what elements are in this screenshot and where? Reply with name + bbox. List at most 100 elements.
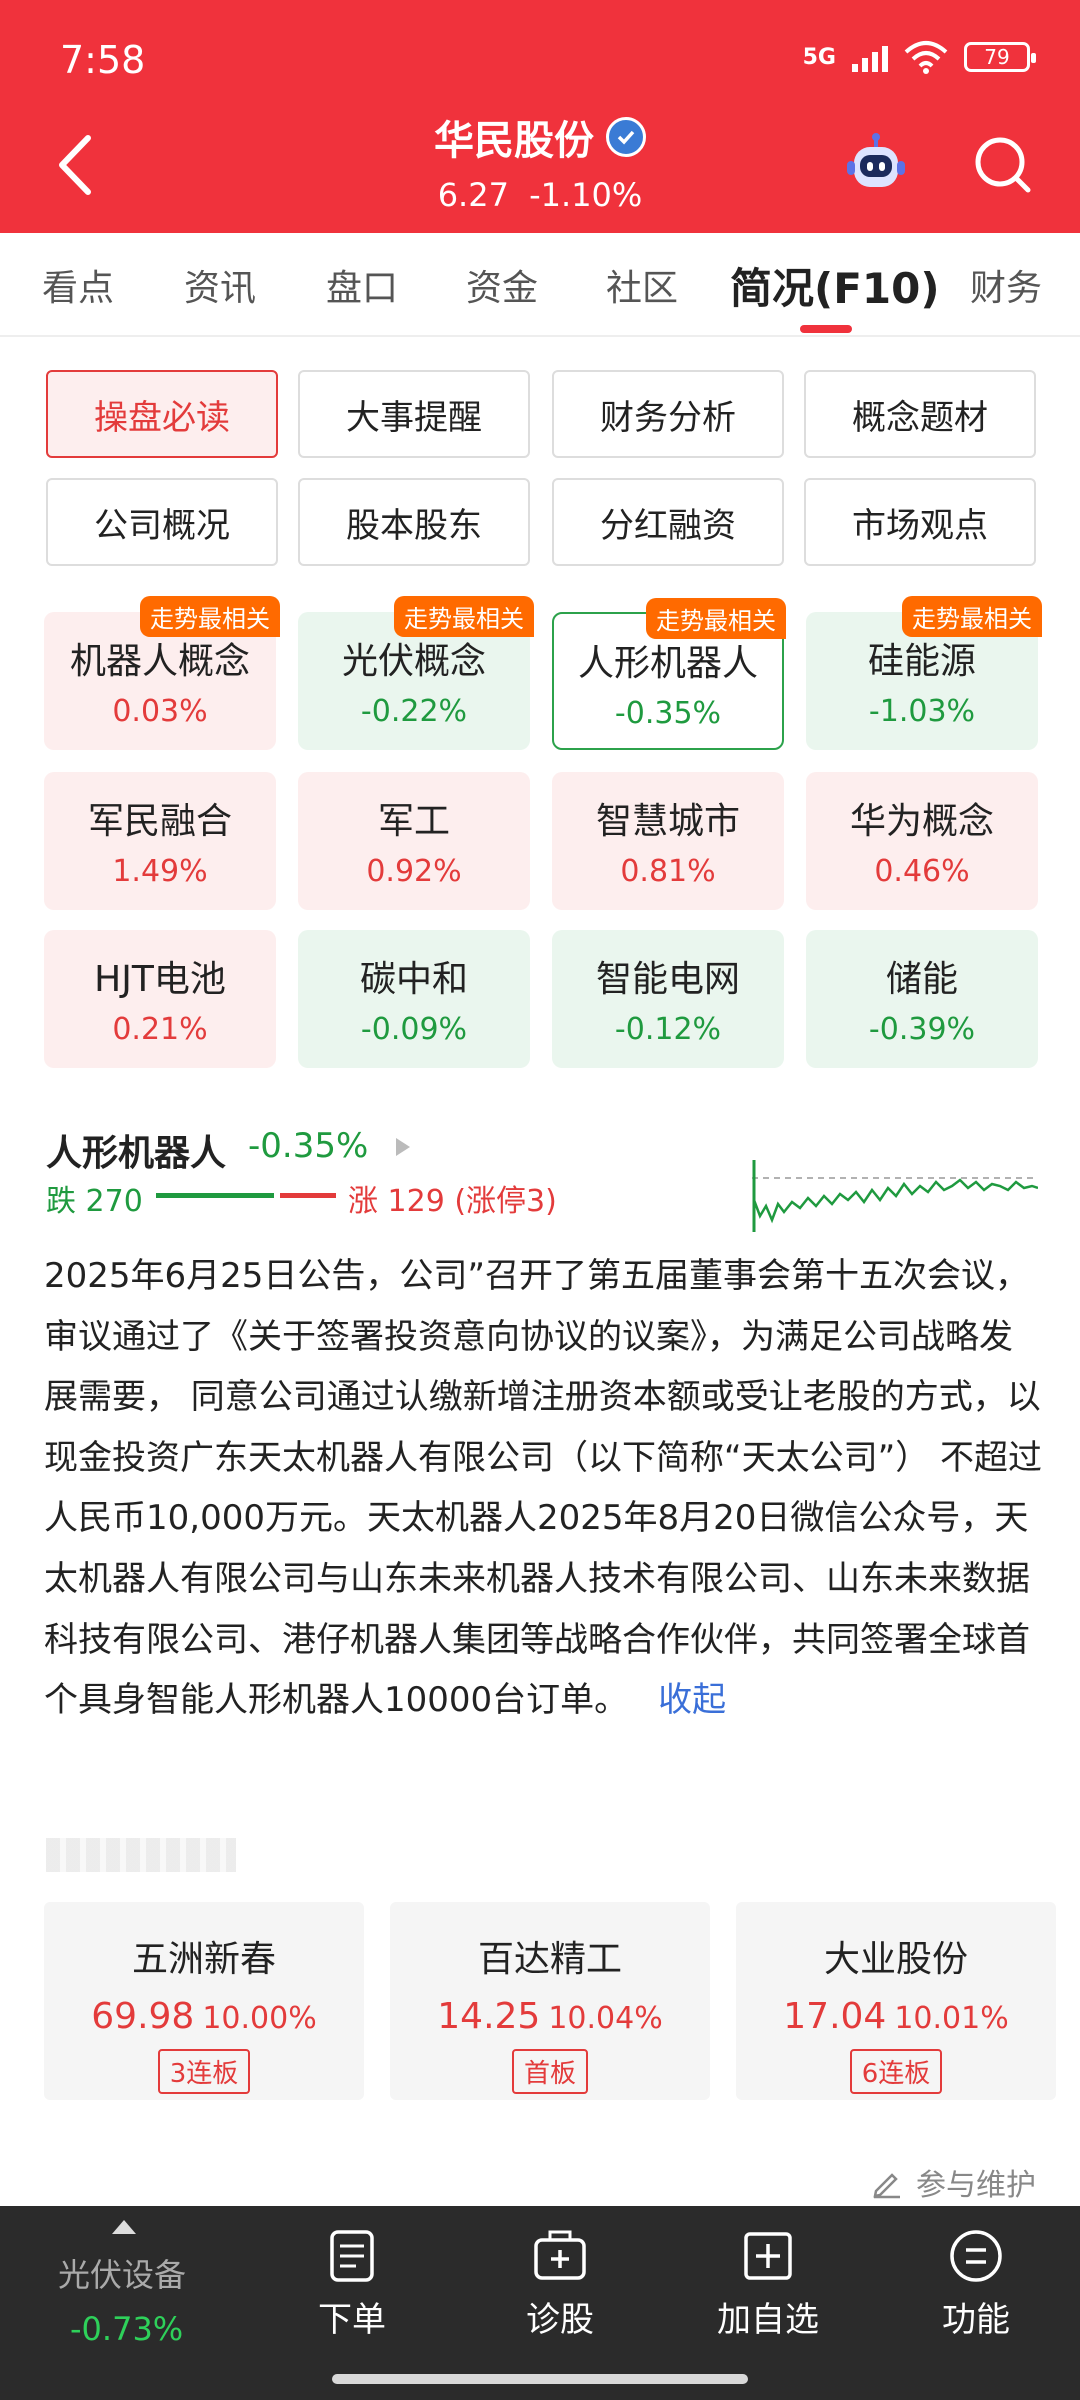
concept-card[interactable]: 储能 -0.39% bbox=[806, 930, 1038, 1068]
robot-assistant-icon[interactable] bbox=[840, 133, 912, 199]
menu-icon bbox=[950, 2230, 1002, 2282]
leader-price: 14.25 bbox=[437, 1996, 541, 2037]
concept-sparkline bbox=[752, 1160, 1038, 1232]
leader-quote: 69.98 10.00% bbox=[44, 1996, 364, 2037]
pill-concepts[interactable]: 概念题材 bbox=[804, 370, 1036, 458]
concept-pct: 0.92% bbox=[366, 854, 462, 889]
concept-card[interactable]: 智能电网 -0.12% bbox=[552, 930, 784, 1068]
status-time: 7:58 bbox=[60, 38, 146, 82]
blurred-label bbox=[46, 1838, 236, 1872]
description-text: 2025年6月25日公告，公司”召开了第五届董事会第十五次会议， 审议通过了《关… bbox=[44, 1256, 1043, 1721]
search-icon[interactable] bbox=[970, 132, 1034, 196]
pill-trading-must-read[interactable]: 操盘必读 bbox=[46, 370, 278, 458]
concept-name: 碳中和 bbox=[359, 959, 468, 1000]
concept-card[interactable]: 碳中和 -0.09% bbox=[298, 930, 530, 1068]
leader-price: 69.98 bbox=[91, 1996, 195, 2037]
maintain-link[interactable]: 参与维护 bbox=[870, 2160, 1036, 2204]
concept-pct: -0.35% bbox=[614, 696, 722, 731]
pill-dividends[interactable]: 分红融资 bbox=[552, 478, 784, 566]
order-icon bbox=[330, 2230, 374, 2282]
concept-badge: 走势最相关 bbox=[394, 596, 534, 637]
leader-name: 五洲新春 bbox=[131, 1939, 276, 1980]
concept-name: 储能 bbox=[885, 959, 958, 1000]
concept-badge: 走势最相关 bbox=[646, 598, 786, 639]
leader-quote: 17.04 10.01% bbox=[736, 1996, 1056, 2037]
concept-card[interactable]: 走势最相关 硅能源 -1.03% bbox=[806, 596, 1042, 750]
tab-kandian[interactable]: 看点 bbox=[42, 268, 115, 309]
leader-tag: 3连板 bbox=[157, 2049, 251, 2094]
tab-news[interactable]: 资讯 bbox=[184, 268, 257, 309]
battery-icon: 79 bbox=[964, 42, 1036, 72]
tab-community[interactable]: 社区 bbox=[606, 268, 679, 309]
leader-tag: 6连板 bbox=[849, 2049, 943, 2094]
home-indicator[interactable] bbox=[332, 2374, 748, 2384]
concept-card[interactable]: 军民融合 1.49% bbox=[44, 772, 276, 910]
concept-card[interactable]: 军工 0.92% bbox=[298, 772, 530, 910]
concept-badge: 走势最相关 bbox=[140, 596, 280, 637]
order-button[interactable]: 下单 bbox=[272, 2228, 432, 2341]
app-header: 7:58 5G 79 华民股份 6.27 -1.10% bbox=[0, 0, 1080, 233]
back-icon[interactable] bbox=[48, 130, 108, 200]
verified-icon bbox=[606, 117, 646, 157]
concept-pct: -1.03% bbox=[868, 694, 976, 729]
network-label: 5G bbox=[802, 44, 836, 70]
concept-pct: 0.81% bbox=[620, 854, 716, 889]
stock-title: 华民股份 6.27 -1.10% bbox=[0, 108, 1080, 214]
active-tab-indicator bbox=[800, 325, 852, 333]
leader-quote: 14.25 10.04% bbox=[390, 1996, 710, 2037]
concept-name: HJT电池 bbox=[94, 959, 226, 1000]
tab-funds[interactable]: 资金 bbox=[466, 268, 539, 309]
concept-name: 军民融合 bbox=[87, 801, 232, 842]
pill-company-overview[interactable]: 公司概况 bbox=[46, 478, 278, 566]
concept-card[interactable]: 走势最相关 机器人概念 0.03% bbox=[44, 596, 280, 750]
concept-pct: -0.09% bbox=[360, 1012, 468, 1047]
concept-pct: 0.03% bbox=[112, 694, 208, 729]
concept-badge: 走势最相关 bbox=[902, 596, 1042, 637]
concept-name: 智慧城市 bbox=[595, 801, 740, 842]
edit-icon bbox=[873, 2173, 900, 2199]
sector-name[interactable]: 光伏设备 bbox=[58, 2256, 187, 2294]
concept-name: 智能电网 bbox=[595, 959, 740, 1000]
tab-pankou[interactable]: 盘口 bbox=[326, 268, 399, 309]
concept-card[interactable]: 走势最相关 光伏概念 -0.22% bbox=[298, 596, 534, 750]
collapse-link[interactable]: 收起 bbox=[658, 1680, 727, 1721]
concept-card-selected[interactable]: 走势最相关 人形机器人 -0.35% bbox=[552, 598, 786, 750]
leader-price: 17.04 bbox=[783, 1996, 887, 2037]
concept-detail-title[interactable]: 人形机器人 bbox=[46, 1133, 227, 1174]
concept-pct: -0.39% bbox=[868, 1012, 976, 1047]
concept-name: 军工 bbox=[377, 801, 450, 842]
concept-description: 2025年6月25日公告，公司”召开了第五届董事会第十五次会议， 审议通过了《关… bbox=[44, 1246, 1044, 1731]
leader-stock-card[interactable]: 五洲新春 69.98 10.00% 3连板 bbox=[44, 1902, 364, 2100]
concept-name: 人形机器人 bbox=[577, 643, 758, 684]
stock-name: 华民股份 bbox=[434, 118, 594, 164]
leader-stock-card[interactable]: 大业股份 17.04 10.01% 6连板 bbox=[736, 1902, 1056, 2100]
leader-name: 百达精工 bbox=[477, 1939, 622, 1980]
concept-name: 华为概念 bbox=[849, 801, 994, 842]
pill-shareholders[interactable]: 股本股东 bbox=[298, 478, 530, 566]
concept-name: 硅能源 bbox=[867, 641, 976, 682]
concept-card[interactable]: 华为概念 0.46% bbox=[806, 772, 1038, 910]
stock-change: -1.10% bbox=[529, 176, 643, 214]
function-label: 功能 bbox=[942, 2300, 1010, 2340]
fall-count: 跌 270 bbox=[46, 1184, 143, 1219]
pill-market-views[interactable]: 市场观点 bbox=[804, 478, 1036, 566]
pill-financial-analysis[interactable]: 财务分析 bbox=[552, 370, 784, 458]
concept-card[interactable]: HJT电池 0.21% bbox=[44, 930, 276, 1068]
function-button[interactable]: 功能 bbox=[896, 2228, 1056, 2341]
stock-price: 6.27 bbox=[437, 176, 509, 214]
tab-finance[interactable]: 财务 bbox=[970, 268, 1043, 309]
rise-ratio-bar bbox=[280, 1193, 336, 1198]
diagnose-button[interactable]: 诊股 bbox=[480, 2228, 640, 2341]
pill-events[interactable]: 大事提醒 bbox=[298, 370, 530, 458]
maintain-label: 参与维护 bbox=[916, 2168, 1036, 2203]
concept-card[interactable]: 智慧城市 0.81% bbox=[552, 772, 784, 910]
leader-change: 10.04% bbox=[548, 2001, 663, 2036]
bottom-bar: 光伏设备 -0.73% 下单 诊股 加自选 功能 bbox=[0, 2206, 1080, 2400]
play-arrow-icon[interactable] bbox=[396, 1138, 410, 1156]
leader-stock-card[interactable]: 百达精工 14.25 10.04% 首板 bbox=[390, 1902, 710, 2100]
concept-pct: 0.21% bbox=[112, 1012, 208, 1047]
expand-up-icon[interactable] bbox=[112, 2220, 136, 2234]
tab-f10[interactable]: 简况(F10) bbox=[730, 264, 940, 313]
leader-tag: 首板 bbox=[511, 2049, 588, 2094]
add-watchlist-button[interactable]: 加自选 bbox=[688, 2228, 848, 2341]
